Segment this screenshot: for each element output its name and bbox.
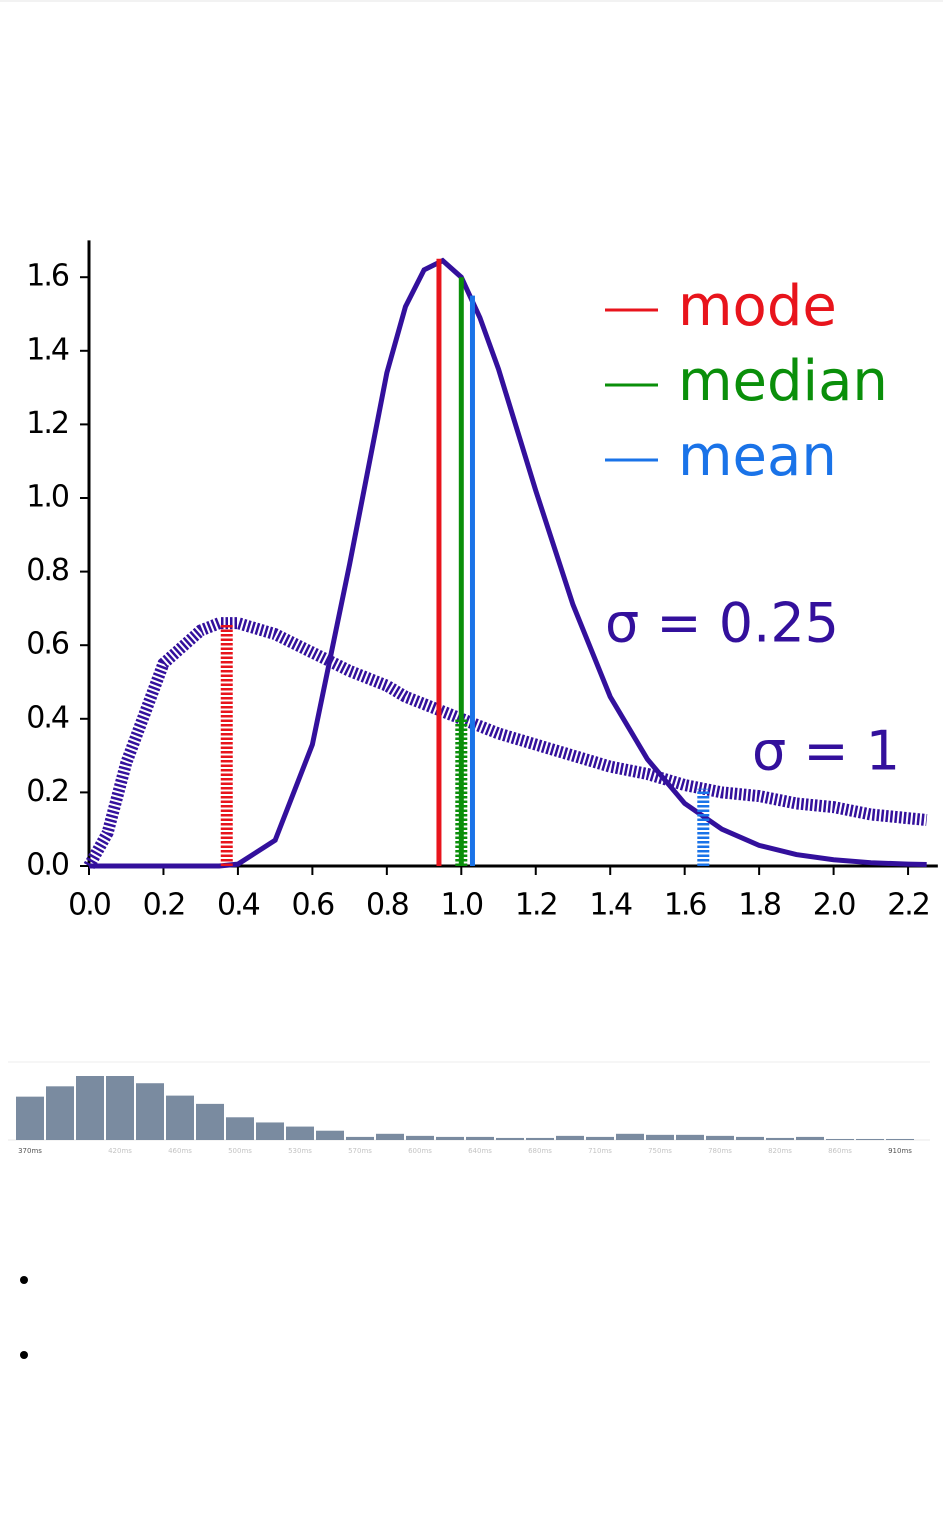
bar (286, 1126, 314, 1140)
bar (136, 1083, 164, 1140)
x-tick-label: 370ms (18, 1147, 42, 1155)
bar (76, 1076, 104, 1140)
bar (616, 1133, 644, 1140)
x-tick-label: 0.0 (68, 888, 111, 923)
bar (706, 1135, 734, 1140)
x-tick-label: 910ms (888, 1147, 912, 1155)
x-tick-label: 1.2 (515, 888, 557, 923)
bar (226, 1117, 254, 1140)
x-tick-label: 0.4 (217, 888, 260, 923)
y-tick-label: 0.0 (26, 848, 69, 883)
bar (406, 1135, 434, 1140)
bar (526, 1137, 554, 1140)
x-tick-label: 1.6 (664, 888, 707, 923)
x-tick-label: 420ms (108, 1147, 132, 1155)
x-tick-label: 640ms (468, 1147, 492, 1155)
bar (646, 1134, 674, 1140)
bar (196, 1103, 224, 1140)
x-tick-label: 0.8 (366, 888, 409, 923)
bar (106, 1076, 134, 1140)
y-tick-label: 0.2 (26, 774, 68, 809)
x-tick-label: 600ms (408, 1147, 432, 1155)
x-tick-label: 570ms (348, 1147, 372, 1155)
curve (83, 617, 928, 869)
bar (826, 1138, 854, 1140)
legend-label: mean (678, 424, 837, 489)
bar (886, 1138, 914, 1140)
x-tick-label: 750ms (648, 1147, 672, 1155)
bar (736, 1136, 764, 1140)
bar (796, 1136, 824, 1140)
x-tick-label: 680ms (528, 1147, 552, 1155)
x-tick-label: 500ms (228, 1147, 252, 1155)
legend-label: median (678, 349, 888, 414)
x-tick-label: 1.8 (738, 888, 781, 923)
x-tick-label: 0.2 (143, 888, 185, 923)
y-tick-label: 0.4 (26, 700, 69, 735)
bar (556, 1135, 584, 1140)
x-tick-label: 460ms (168, 1147, 192, 1155)
bar (166, 1095, 194, 1140)
y-tick-label: 1.2 (26, 406, 68, 441)
x-tick-label: 2.2 (887, 888, 929, 923)
x-tick-label: 1.4 (589, 888, 632, 923)
x-tick-label: 0.6 (292, 888, 335, 923)
x-tick-label: 780ms (708, 1147, 732, 1155)
x-tick-label: 820ms (768, 1147, 792, 1155)
x-tick-label: 860ms (828, 1147, 852, 1155)
bar (46, 1086, 74, 1140)
y-tick-label: 1.4 (26, 332, 69, 367)
bar (766, 1137, 794, 1140)
bar (16, 1096, 44, 1140)
y-tick-label: 1.6 (26, 259, 69, 294)
bar (856, 1138, 884, 1140)
bar (586, 1136, 614, 1140)
bar (376, 1133, 404, 1140)
bar (436, 1136, 464, 1140)
legend-label: mode (678, 274, 837, 339)
y-tick-label: 0.8 (26, 553, 69, 588)
bar (316, 1130, 344, 1140)
annotation: σ = 0.25 (605, 592, 839, 655)
bar (346, 1136, 374, 1140)
x-tick-label: 530ms (288, 1147, 312, 1155)
x-tick-label: 710ms (588, 1147, 612, 1155)
bar (256, 1122, 284, 1140)
y-tick-label: 1.0 (26, 480, 69, 515)
bar (466, 1136, 494, 1140)
annotation: σ = 1 (752, 720, 900, 783)
bar (496, 1137, 524, 1140)
y-tick-label: 0.6 (26, 627, 69, 662)
bar (676, 1134, 704, 1140)
bullet (20, 1351, 28, 1359)
x-tick-label: 1.0 (440, 888, 483, 923)
bullet (20, 1276, 28, 1284)
x-tick-label: 2.0 (813, 888, 856, 923)
